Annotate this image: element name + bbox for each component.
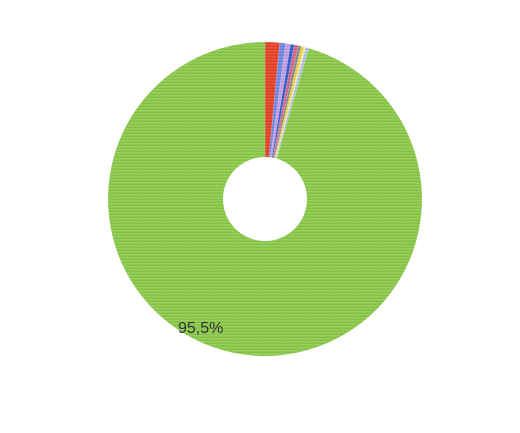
slice-label-9: 95,5% <box>178 320 223 337</box>
donut-hole <box>223 157 307 241</box>
labels-layer: 95,5% <box>178 320 223 337</box>
